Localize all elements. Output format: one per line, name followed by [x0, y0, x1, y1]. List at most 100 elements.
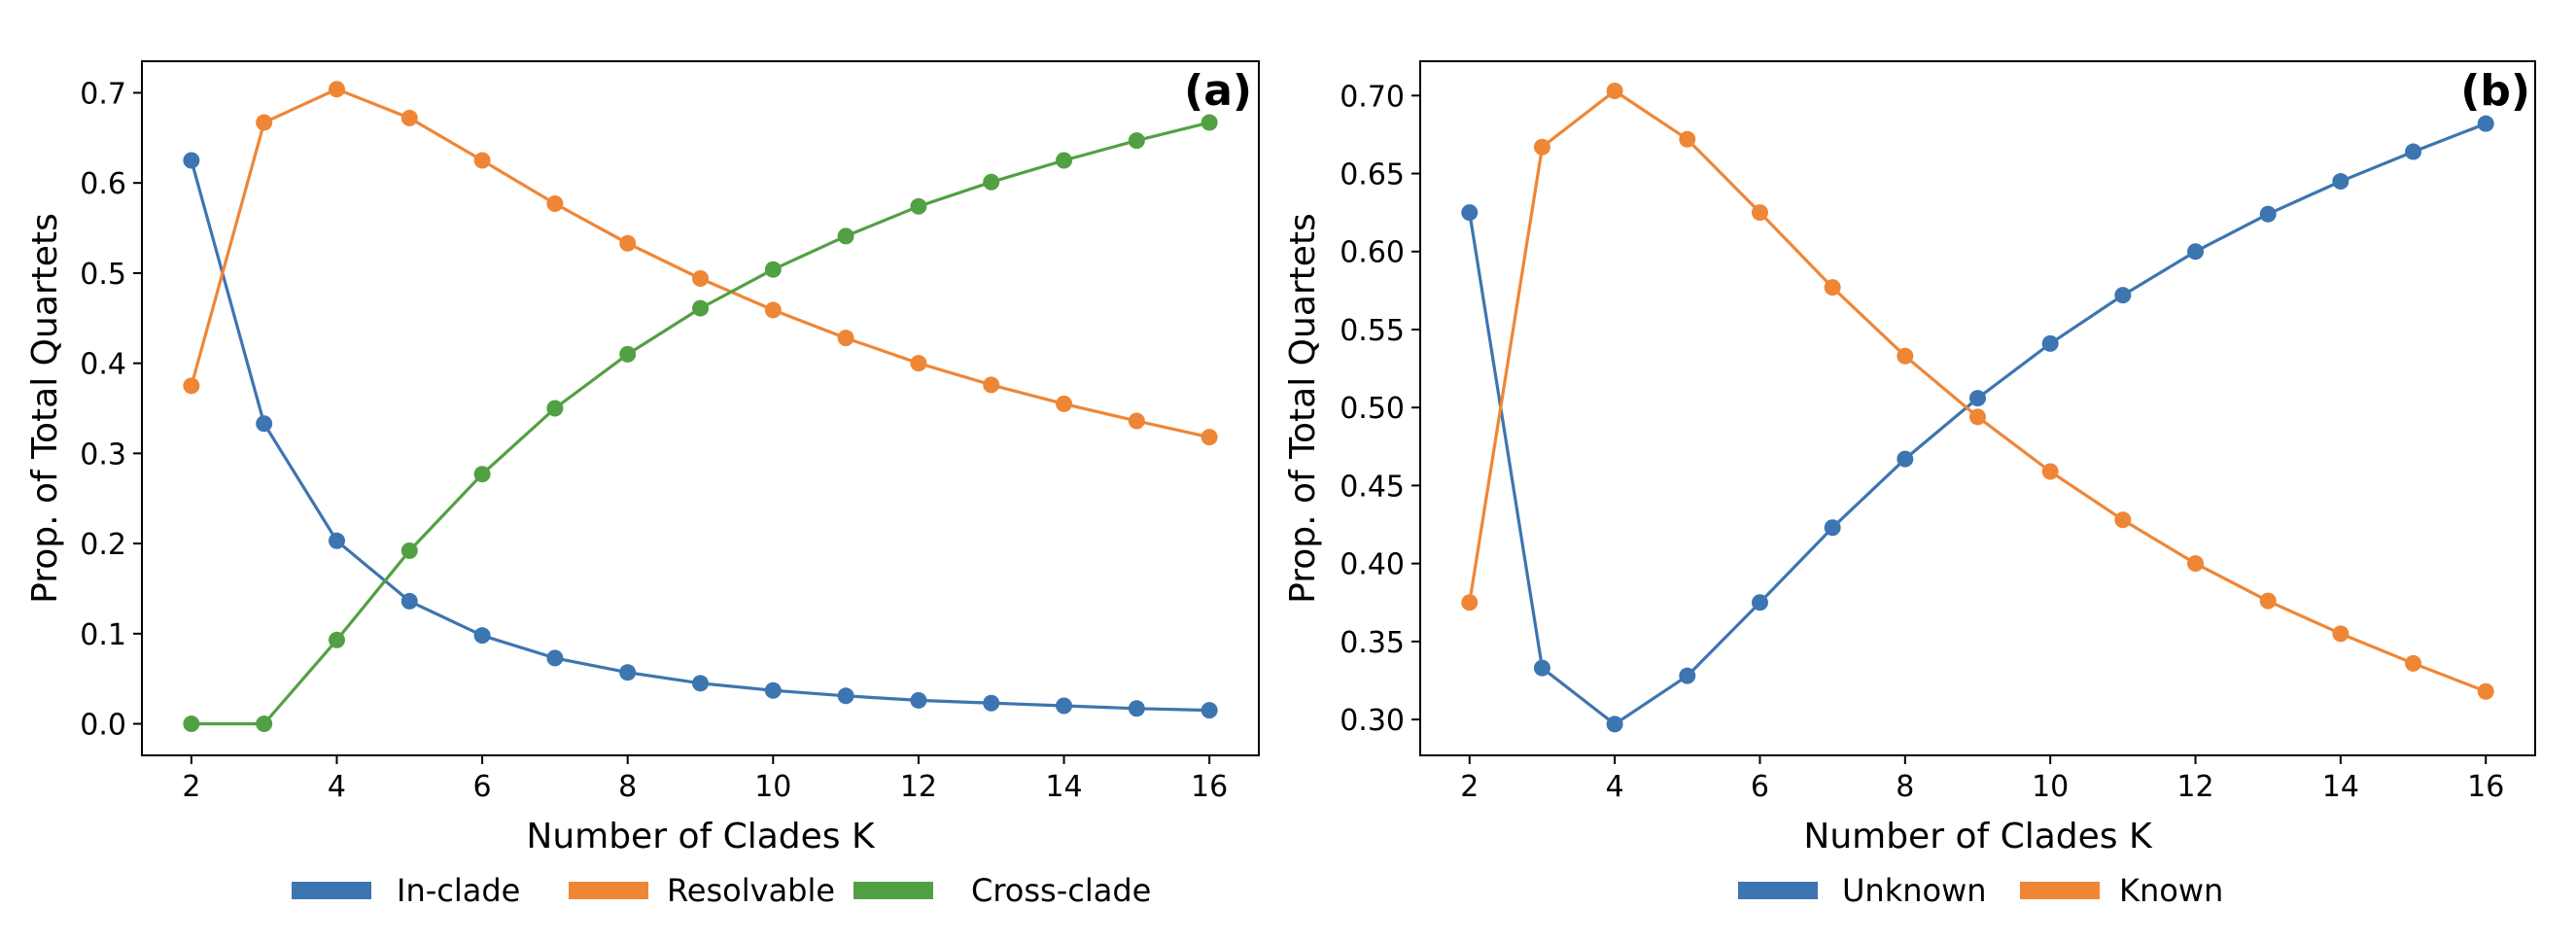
x-tick-label: 10: [754, 770, 791, 804]
data-point-known: [2405, 654, 2422, 672]
data-point-known: [1751, 204, 1768, 222]
data-point-in-clade: [837, 687, 854, 705]
y-tick-label: 0.55: [1340, 314, 1405, 348]
data-point-known: [2114, 511, 2132, 529]
data-point-unknown: [1461, 204, 1479, 222]
y-tick-label: 0.50: [1340, 392, 1405, 426]
data-point-in-clade: [619, 664, 637, 681]
series-line-resolvable: [190, 87, 1210, 439]
data-point-cross-clade: [256, 716, 273, 733]
y-tick-label: 0.7: [80, 77, 126, 111]
x-tick-label: 8: [618, 770, 637, 804]
data-point-in-clade: [183, 152, 200, 169]
data-point-cross-clade: [910, 197, 927, 215]
data-point-resolvable: [1128, 412, 1145, 430]
data-point-known: [2187, 555, 2205, 573]
data-point-known: [2332, 625, 2350, 643]
x-axis-label: Number of Clades K: [1803, 817, 2153, 856]
panel-a: 2 4 6 8 10 12 14 16 0.0 0.1 0.2 0.3 0.4 0.5 0.6 0.7 Numb…: [25, 60, 1260, 909]
legend-swatch-resolvable: [569, 882, 648, 899]
y-axis-label: Prop. of Total Quartets: [25, 213, 65, 604]
data-point-unknown: [1533, 659, 1550, 677]
legend-label-unknown: Unknown: [1842, 872, 1987, 909]
legend-label-cross-clade: Cross-clade: [971, 872, 1151, 909]
data-point-resolvable: [764, 301, 782, 319]
data-point-resolvable: [328, 81, 345, 98]
data-point-in-clade: [546, 649, 564, 667]
data-point-known: [1461, 594, 1479, 611]
data-point-in-clade: [473, 627, 491, 645]
data-point-in-clade: [910, 691, 927, 709]
panel-b: 2 4 6 8 10 12 14 16 0.30 0.35 0.40 0.45 0.50 0.55 0.60…: [1283, 60, 2536, 909]
data-point-cross-clade: [764, 261, 782, 278]
data-point-unknown: [1897, 450, 1914, 468]
data-point-unknown: [2405, 143, 2422, 160]
data-point-resolvable: [983, 376, 1000, 394]
data-point-unknown: [2114, 287, 2132, 304]
x-tick-label: 2: [182, 770, 200, 804]
x-tick-label: 10: [2032, 770, 2069, 804]
data-point-known: [1969, 408, 1986, 426]
data-point-known: [1679, 130, 1696, 148]
data-point-cross-clade: [983, 173, 1000, 191]
x-tick-label: 4: [328, 770, 346, 804]
x-tick-label: 14: [2322, 770, 2359, 804]
data-point-known: [2041, 463, 2059, 480]
data-point-cross-clade: [619, 345, 637, 363]
data-point-unknown: [2187, 243, 2205, 261]
data-point-cross-clade: [473, 466, 491, 483]
data-point-cross-clade: [1201, 114, 1218, 131]
data-point-cross-clade: [692, 299, 709, 317]
data-point-known: [1533, 138, 1550, 156]
plot-frame: [1419, 60, 2536, 756]
y-tick-label: 0.60: [1340, 236, 1405, 270]
data-point-resolvable: [837, 330, 854, 347]
data-point-unknown: [1679, 667, 1696, 684]
y-tick-label: 0.70: [1340, 80, 1405, 114]
data-point-resolvable: [473, 152, 491, 169]
y-tick-label: 0.2: [80, 528, 126, 562]
data-point-in-clade: [692, 675, 709, 692]
y-tick-label: 0.45: [1340, 470, 1405, 504]
data-point-cross-clade: [328, 631, 345, 648]
legend-label-resolvable: Resolvable: [667, 872, 835, 909]
data-point-in-clade: [1201, 702, 1218, 719]
data-point-resolvable: [692, 269, 709, 287]
data-point-unknown: [2259, 205, 2277, 223]
y-tick-label: 0.4: [80, 348, 126, 382]
y-tick-label: 0.6: [80, 167, 126, 201]
data-point-resolvable: [546, 195, 564, 213]
legend-label-in-clade: In-clade: [397, 872, 520, 909]
data-point-known: [1897, 347, 1914, 365]
x-tick-label: 8: [1896, 770, 1914, 804]
x-tick-label: 12: [2176, 770, 2213, 804]
x-tick-label: 12: [900, 770, 937, 804]
data-point-cross-clade: [400, 542, 418, 560]
data-point-in-clade: [400, 592, 418, 610]
legend-swatch-unknown: [1738, 882, 1818, 899]
data-point-in-clade: [1128, 700, 1145, 717]
data-point-cross-clade: [546, 400, 564, 417]
x-tick-label: 16: [1191, 770, 1228, 804]
data-point-known: [1824, 279, 1841, 297]
data-point-resolvable: [1201, 429, 1218, 446]
y-tick-label: 0.65: [1340, 158, 1405, 192]
data-point-in-clade: [764, 681, 782, 699]
y-tick-label: 0.35: [1340, 626, 1405, 660]
series-line-in-clade: [190, 159, 1210, 713]
series-line-cross-clade: [191, 121, 1210, 726]
x-tick-label: 6: [473, 770, 492, 804]
data-point-unknown: [1606, 716, 1623, 733]
y-tick-label: 0.40: [1340, 548, 1405, 582]
x-tick-label: 16: [2467, 770, 2504, 804]
x-tick-label: 6: [1751, 770, 1769, 804]
legend-label-known: Known: [2119, 872, 2223, 909]
data-point-cross-clade: [1056, 152, 1073, 169]
panel-label: (a): [1184, 66, 1252, 116]
data-point-unknown: [2332, 173, 2350, 191]
y-tick-label: 0.5: [80, 258, 126, 292]
plot-frame: [141, 60, 1260, 756]
x-tick-label: 4: [1606, 770, 1624, 804]
legend-swatch-cross-clade: [853, 882, 933, 899]
